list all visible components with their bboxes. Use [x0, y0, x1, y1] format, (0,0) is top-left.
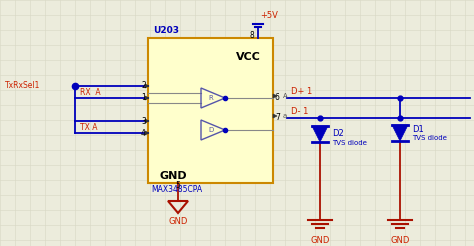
Text: D1: D1 [412, 124, 424, 134]
Polygon shape [145, 96, 149, 100]
Text: 8: 8 [250, 31, 255, 40]
Text: 5: 5 [175, 181, 181, 190]
Polygon shape [273, 114, 277, 118]
Text: D2: D2 [332, 129, 344, 138]
Text: GND: GND [390, 236, 410, 245]
Text: a: a [283, 113, 287, 119]
Text: 1: 1 [141, 93, 146, 103]
Text: D+ 1: D+ 1 [291, 87, 312, 96]
Bar [148, 38, 273, 183]
Polygon shape [273, 94, 277, 98]
Text: TVS diode: TVS diode [412, 135, 447, 141]
Text: 3: 3 [141, 117, 146, 125]
Polygon shape [392, 125, 408, 141]
Text: +5V: +5V [260, 11, 278, 20]
Text: 4: 4 [141, 128, 146, 138]
Text: VCC: VCC [236, 52, 260, 62]
Text: GND: GND [168, 217, 188, 226]
Polygon shape [145, 131, 149, 135]
Polygon shape [312, 126, 328, 142]
Text: RX  A: RX A [80, 88, 100, 97]
Text: 7: 7 [275, 113, 280, 123]
Text: TxRxSel1: TxRxSel1 [5, 81, 40, 91]
Polygon shape [145, 84, 149, 88]
Text: MAX3485CPA: MAX3485CPA [151, 185, 202, 194]
Text: GND: GND [310, 236, 330, 245]
Polygon shape [145, 119, 149, 123]
Text: D: D [209, 127, 214, 133]
Text: U203: U203 [153, 26, 179, 35]
Text: TVS diode: TVS diode [332, 140, 367, 146]
Text: GND: GND [159, 171, 187, 181]
Text: R: R [209, 95, 213, 101]
Text: TX A: TX A [80, 123, 98, 132]
Text: A: A [283, 93, 288, 99]
Text: 6: 6 [275, 93, 280, 103]
Text: 2: 2 [141, 81, 146, 91]
Text: D- 1: D- 1 [291, 107, 309, 116]
